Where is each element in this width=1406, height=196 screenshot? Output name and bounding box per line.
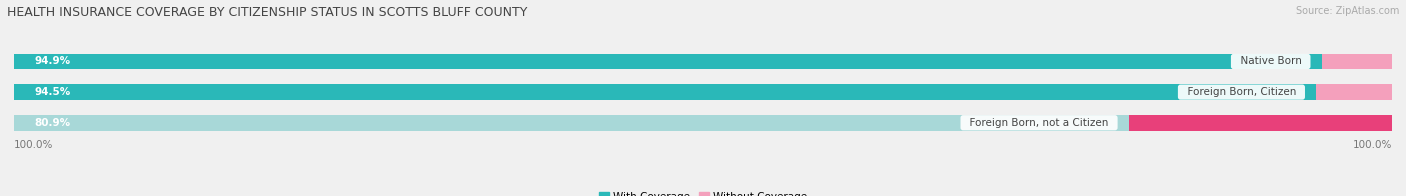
Text: 100.0%: 100.0% bbox=[14, 140, 53, 150]
Bar bbox=[14, 84, 1316, 100]
Text: 94.9%: 94.9% bbox=[35, 56, 70, 66]
Bar bbox=[1129, 115, 1392, 131]
Bar bbox=[14, 84, 1392, 100]
Text: Foreign Born, Citizen: Foreign Born, Citizen bbox=[1181, 87, 1302, 97]
Text: 94.5%: 94.5% bbox=[35, 87, 70, 97]
Text: Foreign Born, not a Citizen: Foreign Born, not a Citizen bbox=[963, 118, 1115, 128]
Bar bbox=[1316, 84, 1392, 100]
Bar bbox=[14, 115, 1129, 131]
Bar bbox=[14, 54, 1392, 69]
Text: Native Born: Native Born bbox=[1233, 56, 1308, 66]
Text: Source: ZipAtlas.com: Source: ZipAtlas.com bbox=[1295, 6, 1399, 16]
Legend: With Coverage, Without Coverage: With Coverage, Without Coverage bbox=[595, 188, 811, 196]
Text: 100.0%: 100.0% bbox=[1353, 140, 1392, 150]
Bar bbox=[14, 115, 1392, 131]
Bar bbox=[1322, 54, 1392, 69]
Bar bbox=[14, 54, 1322, 69]
Text: 80.9%: 80.9% bbox=[35, 118, 70, 128]
Text: HEALTH INSURANCE COVERAGE BY CITIZENSHIP STATUS IN SCOTTS BLUFF COUNTY: HEALTH INSURANCE COVERAGE BY CITIZENSHIP… bbox=[7, 6, 527, 19]
